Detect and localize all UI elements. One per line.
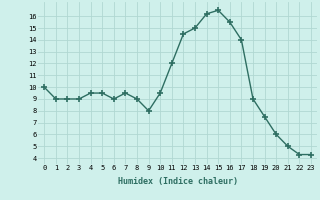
X-axis label: Humidex (Indice chaleur): Humidex (Indice chaleur) — [118, 177, 238, 186]
